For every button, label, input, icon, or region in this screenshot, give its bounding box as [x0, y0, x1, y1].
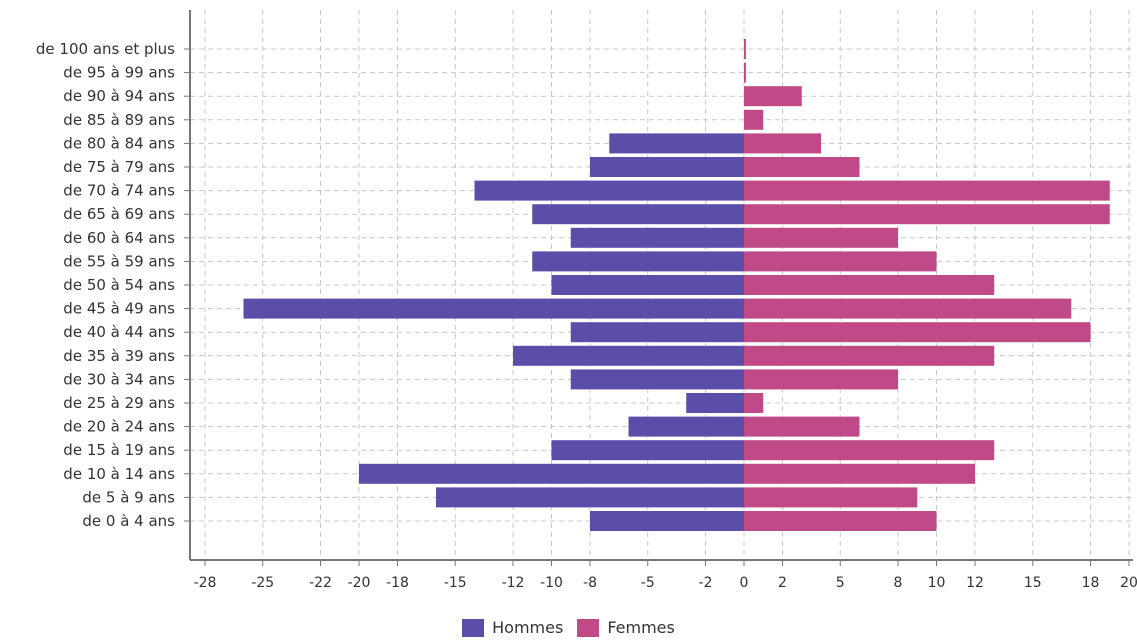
bar-femmes[interactable]	[744, 345, 995, 366]
bar-hommes[interactable]	[609, 133, 744, 154]
x-tick-label: 8	[894, 575, 903, 591]
bar-hommes[interactable]	[474, 180, 745, 201]
x-tick-label: 10	[928, 575, 946, 591]
bar-hommes[interactable]	[532, 204, 744, 225]
x-tick-label: 20	[1120, 575, 1137, 591]
x-tick-label: -20	[348, 575, 371, 591]
bar-femmes[interactable]	[744, 86, 802, 107]
x-tick-label: 15	[1024, 575, 1042, 591]
category-label: de 70 à 74 ans	[63, 182, 175, 200]
bar-femmes[interactable]	[744, 298, 1072, 319]
bar-femmes[interactable]	[744, 133, 821, 154]
axes	[184, 10, 1133, 566]
bar-femmes[interactable]	[744, 62, 746, 83]
legend-swatch-hommes	[462, 618, 485, 637]
legend-label-femmes: Femmes	[607, 618, 675, 637]
x-tick-label: -5	[641, 575, 655, 591]
bar-femmes[interactable]	[744, 109, 764, 130]
category-label: de 50 à 54 ans	[63, 276, 175, 294]
x-tick-label: 18	[1082, 575, 1100, 591]
category-label: de 80 à 84 ans	[63, 134, 175, 152]
bar-femmes[interactable]	[744, 511, 937, 531]
bar-hommes[interactable]	[570, 322, 744, 343]
legend-label-hommes: Hommes	[492, 618, 564, 637]
category-label: de 65 à 69 ans	[63, 205, 175, 223]
category-label: de 10 à 14 ans	[63, 465, 175, 483]
x-tick-label: -15	[444, 575, 467, 591]
category-label: de 55 à 59 ans	[63, 252, 175, 270]
bar-hommes[interactable]	[570, 227, 744, 248]
bar-femmes[interactable]	[744, 251, 937, 272]
x-tick-label: -12	[502, 575, 525, 591]
bar-hommes[interactable]	[513, 345, 744, 366]
bar-hommes[interactable]	[551, 275, 745, 295]
legend-item-femmes[interactable]: Femmes	[577, 618, 675, 637]
bar-hommes[interactable]	[551, 440, 745, 461]
bar-femmes[interactable]	[744, 369, 898, 390]
x-tick-label: -25	[251, 575, 274, 591]
category-label: de 95 à 99 ans	[63, 64, 175, 82]
category-label: de 5 à 9 ans	[82, 488, 175, 506]
bar-femmes[interactable]	[744, 39, 746, 59]
bar-hommes[interactable]	[359, 463, 744, 484]
category-label: de 100 ans et plus	[36, 40, 175, 58]
category-labels: de 0 à 4 ans de 5 à 9 ans de 10 à 14 ans de…	[36, 40, 175, 530]
bar-femmes[interactable]	[744, 157, 860, 177]
category-label: de 60 à 64 ans	[63, 229, 175, 247]
category-label: de 35 à 39 ans	[63, 347, 175, 365]
x-tick-label: -22	[309, 575, 332, 591]
bar-hommes[interactable]	[686, 393, 744, 413]
x-tick-label: -2	[699, 575, 713, 591]
category-label: de 85 à 89 ans	[63, 111, 175, 129]
category-label: de 25 à 29 ans	[63, 394, 175, 412]
bar-hommes[interactable]	[590, 511, 744, 531]
bar-femmes[interactable]	[744, 204, 1110, 225]
bar-femmes[interactable]	[744, 322, 1091, 343]
bar-femmes[interactable]	[744, 487, 918, 508]
bar-hommes[interactable]	[590, 157, 744, 177]
category-label: de 90 à 94 ans	[63, 87, 175, 105]
category-label: de 20 à 24 ans	[63, 418, 175, 436]
category-label: de 30 à 34 ans	[63, 370, 175, 388]
x-tick-label: 12	[966, 575, 984, 591]
x-tick-label: 5	[836, 575, 845, 591]
x-tick-label: -28	[194, 575, 217, 591]
x-tick-label: 2	[778, 575, 787, 591]
x-tick-label: -10	[540, 575, 563, 591]
legend: Hommes Femmes	[0, 618, 1137, 637]
bar-femmes[interactable]	[744, 227, 898, 248]
category-label: de 15 à 19 ans	[63, 441, 175, 459]
bar-hommes[interactable]	[570, 369, 744, 390]
bar-femmes[interactable]	[744, 180, 1110, 201]
bars-group	[243, 39, 1110, 531]
bar-femmes[interactable]	[744, 463, 975, 484]
bar-hommes[interactable]	[436, 487, 744, 508]
bar-femmes[interactable]	[744, 440, 995, 461]
x-tick-label: 0	[740, 575, 749, 591]
category-label: de 0 à 4 ans	[82, 512, 175, 530]
bar-hommes[interactable]	[628, 416, 745, 437]
category-label: de 40 à 44 ans	[63, 323, 175, 341]
category-label: de 45 à 49 ans	[63, 300, 175, 318]
category-label: de 75 à 79 ans	[63, 158, 175, 176]
bar-femmes[interactable]	[744, 416, 860, 437]
bar-femmes[interactable]	[744, 275, 995, 295]
x-tick-labels: -28 -25 -22 -20 -18 -15 -12 -10 -8 -5 -2 0 2 5 8 10 12 15…	[194, 575, 1137, 591]
x-tick-label: -18	[386, 575, 409, 591]
legend-swatch-femmes	[577, 618, 600, 637]
x-tick-label: -8	[583, 575, 597, 591]
bar-femmes[interactable]	[744, 393, 764, 413]
bar-hommes[interactable]	[532, 251, 744, 272]
bar-hommes[interactable]	[243, 298, 745, 319]
legend-item-hommes[interactable]: Hommes	[462, 618, 563, 637]
